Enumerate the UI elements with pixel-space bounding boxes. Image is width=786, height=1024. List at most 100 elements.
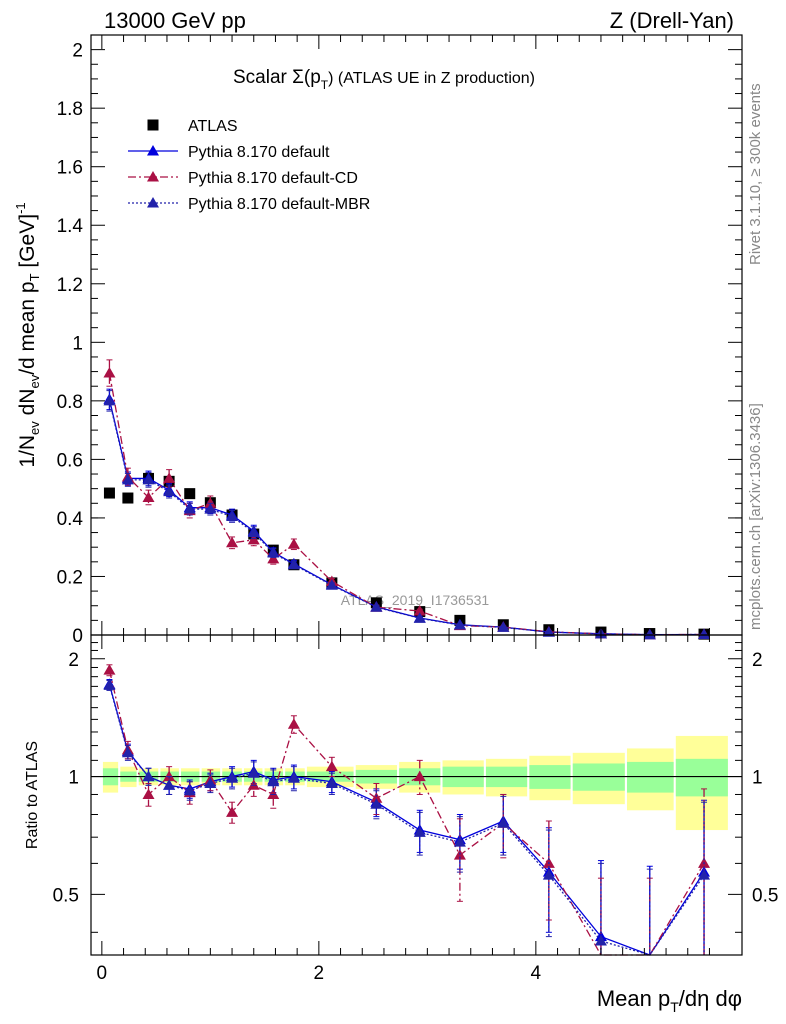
ratio-tick-label: 0.5 <box>53 885 79 906</box>
data-point <box>163 779 176 790</box>
legend-item: ATLAS <box>147 118 238 135</box>
data-point <box>204 777 217 789</box>
data-point <box>413 770 426 782</box>
data-point <box>370 798 383 809</box>
data-point <box>287 772 300 783</box>
legend-item: Pythia 8.170 default-CD <box>128 170 358 187</box>
ratio-tick-label-right: 0.5 <box>752 885 778 906</box>
data-point <box>497 621 510 632</box>
mcplots-label: mcplots.cern.ch [arXiv:1306.3436] <box>747 403 764 630</box>
band-inner <box>675 758 728 797</box>
y-tick-label: 1 <box>72 333 83 354</box>
y-tick-label: 0.8 <box>57 392 83 413</box>
data-point <box>142 788 155 799</box>
ratio-tick-label-right: 1 <box>752 768 763 789</box>
data-point <box>267 775 280 787</box>
data-point <box>163 485 176 497</box>
data-point <box>325 760 338 772</box>
data-point <box>413 826 426 837</box>
data-point <box>413 605 426 616</box>
data-point <box>287 718 300 729</box>
data-point <box>643 628 656 640</box>
data-point <box>325 579 338 590</box>
data-point <box>497 817 510 828</box>
data-point <box>370 792 383 803</box>
data-point <box>147 119 159 131</box>
data-point <box>226 510 239 521</box>
data-point <box>698 869 711 880</box>
data-point <box>147 171 159 182</box>
data-point <box>103 679 116 690</box>
data-point <box>247 533 260 545</box>
legend-label: ATLAS <box>188 118 238 135</box>
y-axis-label: 1/Nev dNev/d mean pT [GeV]-1 <box>13 202 42 467</box>
data-point <box>122 492 134 504</box>
data-point <box>247 767 260 778</box>
x-tick-label: 2 <box>314 963 325 984</box>
data-point <box>226 536 239 548</box>
data-point <box>247 779 260 790</box>
ratio-plot: 0.5 0.5 1 1 2 2 0 2 4 <box>53 634 778 984</box>
x-tick-label: 0 <box>97 963 108 984</box>
legend: ATLAS Pythia 8.170 default Pythia 8.170 de… <box>128 118 370 213</box>
y-tick-label: 2 <box>72 41 83 62</box>
ratio-tick-label: 1 <box>68 768 79 789</box>
header-right: Z (Drell-Yan) <box>610 8 734 33</box>
data-point <box>453 836 466 847</box>
ratio-series-pythia-8-170-default-cd <box>103 664 711 956</box>
ratio-tick-label: 2 <box>68 650 79 671</box>
data-point <box>183 784 196 796</box>
y-tick-label: 1.6 <box>57 158 83 179</box>
data-point <box>163 472 176 483</box>
data-point <box>163 770 176 782</box>
main-plot: ATLAS_2019_I1736531 00.20.40.60.811.21.4… <box>57 34 743 647</box>
data-point <box>287 538 300 549</box>
band-inner <box>626 761 674 793</box>
legend-label: Pythia 8.170 default-MBR <box>188 196 370 213</box>
data-point <box>204 503 217 514</box>
data-point <box>267 552 280 564</box>
data-point <box>287 558 300 570</box>
y-tick-label: 1.2 <box>57 275 83 296</box>
y-tick-label: 0.6 <box>57 450 83 471</box>
rivet-label: Rivet 3.1.10, ≥ 300k events <box>747 83 764 265</box>
data-point <box>204 497 217 508</box>
ratio-line <box>108 685 705 956</box>
data-point <box>226 806 239 817</box>
data-point <box>542 869 555 880</box>
data-point <box>453 619 466 630</box>
legend-item: Pythia 8.170 default-MBR <box>128 196 370 213</box>
ratio-line <box>108 670 705 956</box>
ratio-series-pythia-8-170-default-mbr <box>103 679 711 956</box>
data-point <box>103 367 116 378</box>
data-point <box>103 487 115 499</box>
y-tick-label: 1.4 <box>57 216 84 237</box>
ratio-line <box>108 684 705 956</box>
legend-item: Pythia 8.170 default <box>128 144 330 161</box>
data-point <box>267 547 280 558</box>
data-point <box>147 145 159 156</box>
data-point <box>370 601 383 612</box>
data-point <box>142 473 155 485</box>
ratio-frame <box>90 634 743 956</box>
data-point <box>142 770 155 782</box>
x-axis-label: Mean pT/dη dφ <box>597 986 742 1015</box>
data-point <box>184 488 196 500</box>
data-point <box>121 473 134 485</box>
data-point <box>594 935 607 946</box>
data-point <box>542 626 555 637</box>
ratio-series-pythia-8-170-default <box>103 678 711 956</box>
legend-label: Pythia 8.170 default-CD <box>188 170 358 187</box>
data-point <box>247 526 260 538</box>
data-point <box>267 788 280 799</box>
data-point <box>226 772 239 783</box>
ratio-tick-label-right: 2 <box>752 650 763 671</box>
data-point <box>103 394 116 406</box>
y-tick-label: 1.8 <box>57 99 83 120</box>
data-point <box>413 612 426 623</box>
data-point <box>142 491 155 502</box>
header-left: 13000 GeV pp <box>104 8 246 33</box>
legend-label: Pythia 8.170 default <box>188 144 330 161</box>
data-point <box>147 197 159 208</box>
